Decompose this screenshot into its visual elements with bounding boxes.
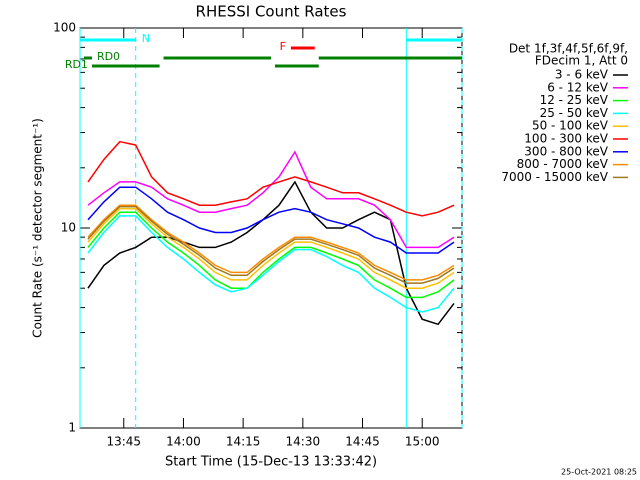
x-tick-label: 14:30	[286, 435, 321, 449]
legend-label: 6 - 12 keV	[547, 80, 609, 94]
legend-label: 7000 - 15000 keV	[501, 170, 608, 184]
y-axis-label: Count Rate (s⁻¹ detector segment⁻¹)	[31, 118, 45, 338]
legend-label: 300 - 800 keV	[524, 144, 608, 158]
x-tick-label: 14:00	[166, 435, 201, 449]
series-line	[87, 207, 455, 289]
series-line	[87, 215, 455, 313]
series-line	[87, 204, 455, 281]
flag-label: F	[280, 40, 286, 53]
x-tick-label: 14:45	[345, 435, 380, 449]
series-line	[87, 186, 455, 254]
x-tick-label: 15:00	[405, 435, 440, 449]
legend-label: 100 - 300 keV	[524, 132, 608, 146]
x-tick-label: 13:45	[106, 435, 141, 449]
series-line	[87, 140, 455, 217]
legend-label: 12 - 25 keV	[540, 93, 609, 107]
legend-header: Det 1f,3f,4f,5f,6f,9f,	[509, 42, 628, 56]
x-axis-label: Start Time (15-Dec-13 13:33:42)	[165, 455, 377, 470]
legend-label: 800 - 7000 keV	[517, 157, 609, 171]
flag-label: RD0	[97, 50, 120, 63]
series-line	[87, 205, 455, 284]
footer: 25-Oct-2021 08:25	[561, 468, 637, 477]
flag-label: N	[142, 32, 150, 45]
legend-label: 3 - 6 keV	[555, 68, 609, 82]
y-tick-label: 100	[53, 21, 76, 35]
legend-header: FDecim 1, Att 0	[535, 54, 628, 68]
legend-label: 25 - 50 keV	[540, 106, 609, 120]
y-tick-label: 1	[68, 421, 76, 435]
legend-label: 50 - 100 keV	[532, 119, 609, 133]
x-tick-label: 14:15	[226, 435, 261, 449]
series-line	[87, 211, 455, 299]
y-tick-label: 10	[61, 221, 76, 235]
chart-title: RHESSI Count Rates	[196, 3, 347, 21]
series-line	[87, 180, 455, 326]
flag-label: RD1	[65, 58, 88, 71]
